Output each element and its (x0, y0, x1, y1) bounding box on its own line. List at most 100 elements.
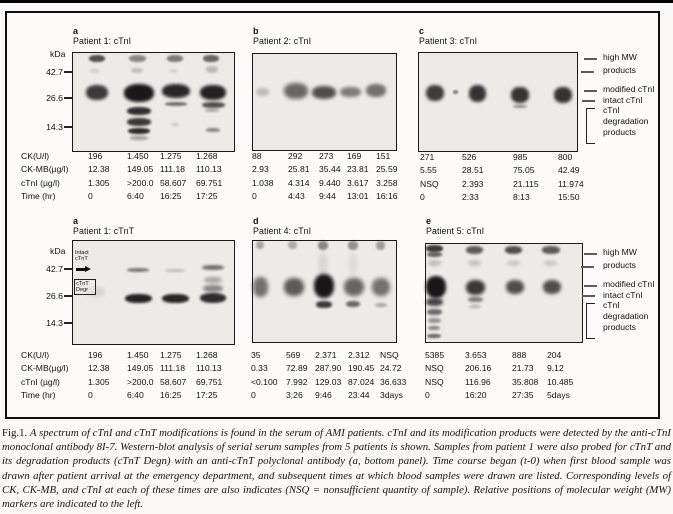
table-cell: 2.93 (252, 164, 269, 175)
western-blot-d (252, 240, 397, 343)
blot-band (314, 274, 334, 298)
blot-band (468, 260, 481, 266)
blot-band (86, 85, 108, 100)
table-cell: 2:33 (462, 192, 479, 203)
blot-band (426, 85, 444, 101)
blot-band (507, 260, 520, 266)
table-cell: 16:16 (376, 191, 398, 202)
table-cell: 25.59 (376, 164, 398, 175)
table-cell: 0 (88, 191, 93, 202)
blot-band (468, 297, 483, 302)
table-cell: 800 (558, 152, 573, 162)
table-cell: 1.268 (196, 350, 218, 360)
table-cell: 11.974 (558, 178, 584, 189)
table-cell: 10.485 (547, 376, 574, 387)
table-cell: 5.55 (420, 165, 437, 176)
table-cell: 21.115 (513, 178, 539, 189)
table-cell: NSQ (420, 178, 439, 189)
blot-band (506, 280, 524, 294)
table-cell: 888 (512, 350, 527, 360)
table-cell: 9.440 (319, 177, 341, 188)
blot-band (206, 66, 218, 73)
table-cell: 58.607 (160, 177, 187, 188)
blot-band (554, 87, 572, 103)
annotation-products: products (603, 260, 636, 270)
blot-band (349, 253, 357, 275)
blot-band (428, 326, 440, 330)
kda-axis-label-bottom: kDa (50, 246, 66, 256)
table-cell: 110.13 (196, 363, 222, 374)
table-cell: cTnI (µg/l) (21, 376, 60, 387)
table-cell: 42.49 (558, 165, 580, 176)
arrow-head (85, 266, 91, 272)
blot-band (131, 68, 143, 73)
blot-band (162, 294, 189, 303)
panel-letter-e: e (426, 216, 432, 226)
blot-band (469, 85, 486, 102)
annotation-dash (584, 90, 597, 92)
table-cell: CK(U/l) (21, 151, 50, 161)
table-cell: 69.751 (196, 376, 223, 387)
table-cell: 1.038 (252, 177, 274, 188)
table-cell: 17:25 (196, 191, 218, 202)
blot-band (256, 241, 264, 249)
blot-band (542, 246, 560, 254)
annotation-dash (582, 100, 595, 102)
blot-band (125, 294, 152, 303)
table-cell: 75.05 (513, 165, 535, 176)
table-cell: 16:25 (160, 390, 182, 401)
blot-band (544, 260, 557, 266)
table-cell: 287.90 (315, 363, 342, 374)
blot-band (319, 253, 327, 275)
annotation-dash (584, 253, 597, 255)
table-cell: 292 (288, 151, 303, 161)
table-cell: 12.38 (88, 164, 110, 175)
annotation-dash (581, 71, 594, 73)
figure-caption-text: A spectrum of cTnI and cTnT modification… (2, 427, 671, 511)
table-cell: 35 (251, 350, 261, 360)
table-cell: 2.393 (462, 178, 484, 189)
table-cell: 7.992 (286, 376, 308, 387)
table-cell: 151 (376, 151, 391, 161)
table-cell: 0 (88, 390, 93, 401)
table-cell: 72.89 (286, 363, 308, 374)
table-cell: 0 (251, 390, 256, 401)
table-cell: 3.258 (376, 177, 398, 188)
table-cell: NSQ (425, 376, 444, 387)
blot-band (87, 287, 105, 297)
panel-title-e: Patient 5: cTnI (426, 226, 485, 236)
table-cell: 169 (347, 151, 362, 161)
table-cell: >200.0 (127, 177, 154, 188)
table-cell: 985 (513, 152, 528, 162)
blot-band (256, 88, 269, 96)
annotation-dash (582, 295, 595, 297)
blot-band (316, 301, 332, 308)
panel-letter-a-top: a (73, 26, 79, 36)
kda-axis-label-top: kDa (50, 49, 66, 59)
annotation-dash (584, 58, 597, 60)
annotation-degradation-2: degradation (603, 116, 649, 126)
intact-ctnt-label: Intact cTnT (75, 250, 89, 262)
blot-band (171, 123, 179, 126)
intact-ctnt-arrow-icon (76, 266, 92, 273)
table-cell: 69.751 (196, 177, 223, 188)
table-cell: 3.617 (347, 177, 369, 188)
table-cell: 569 (286, 350, 301, 360)
blot-band (130, 136, 148, 140)
annotation-degradation-3: products (603, 127, 636, 137)
western-blot-a-top (72, 52, 235, 152)
western-blot-e (425, 243, 583, 343)
annotation-dash (584, 285, 597, 287)
blot-band (427, 309, 442, 315)
panel-title-d: Patient 4: cTnI (253, 226, 312, 236)
blot-band (202, 265, 224, 270)
table-cell: 9:46 (315, 390, 332, 401)
table-cell: 1.450 (127, 151, 149, 161)
table-cell: 24.72 (380, 363, 402, 374)
blot-band (543, 280, 561, 294)
table-cell: CK(U/l) (21, 350, 50, 360)
blot-band (511, 87, 529, 103)
table-cell: 2.371 (315, 350, 337, 360)
blot-band (428, 318, 441, 323)
blot-band (129, 55, 146, 62)
